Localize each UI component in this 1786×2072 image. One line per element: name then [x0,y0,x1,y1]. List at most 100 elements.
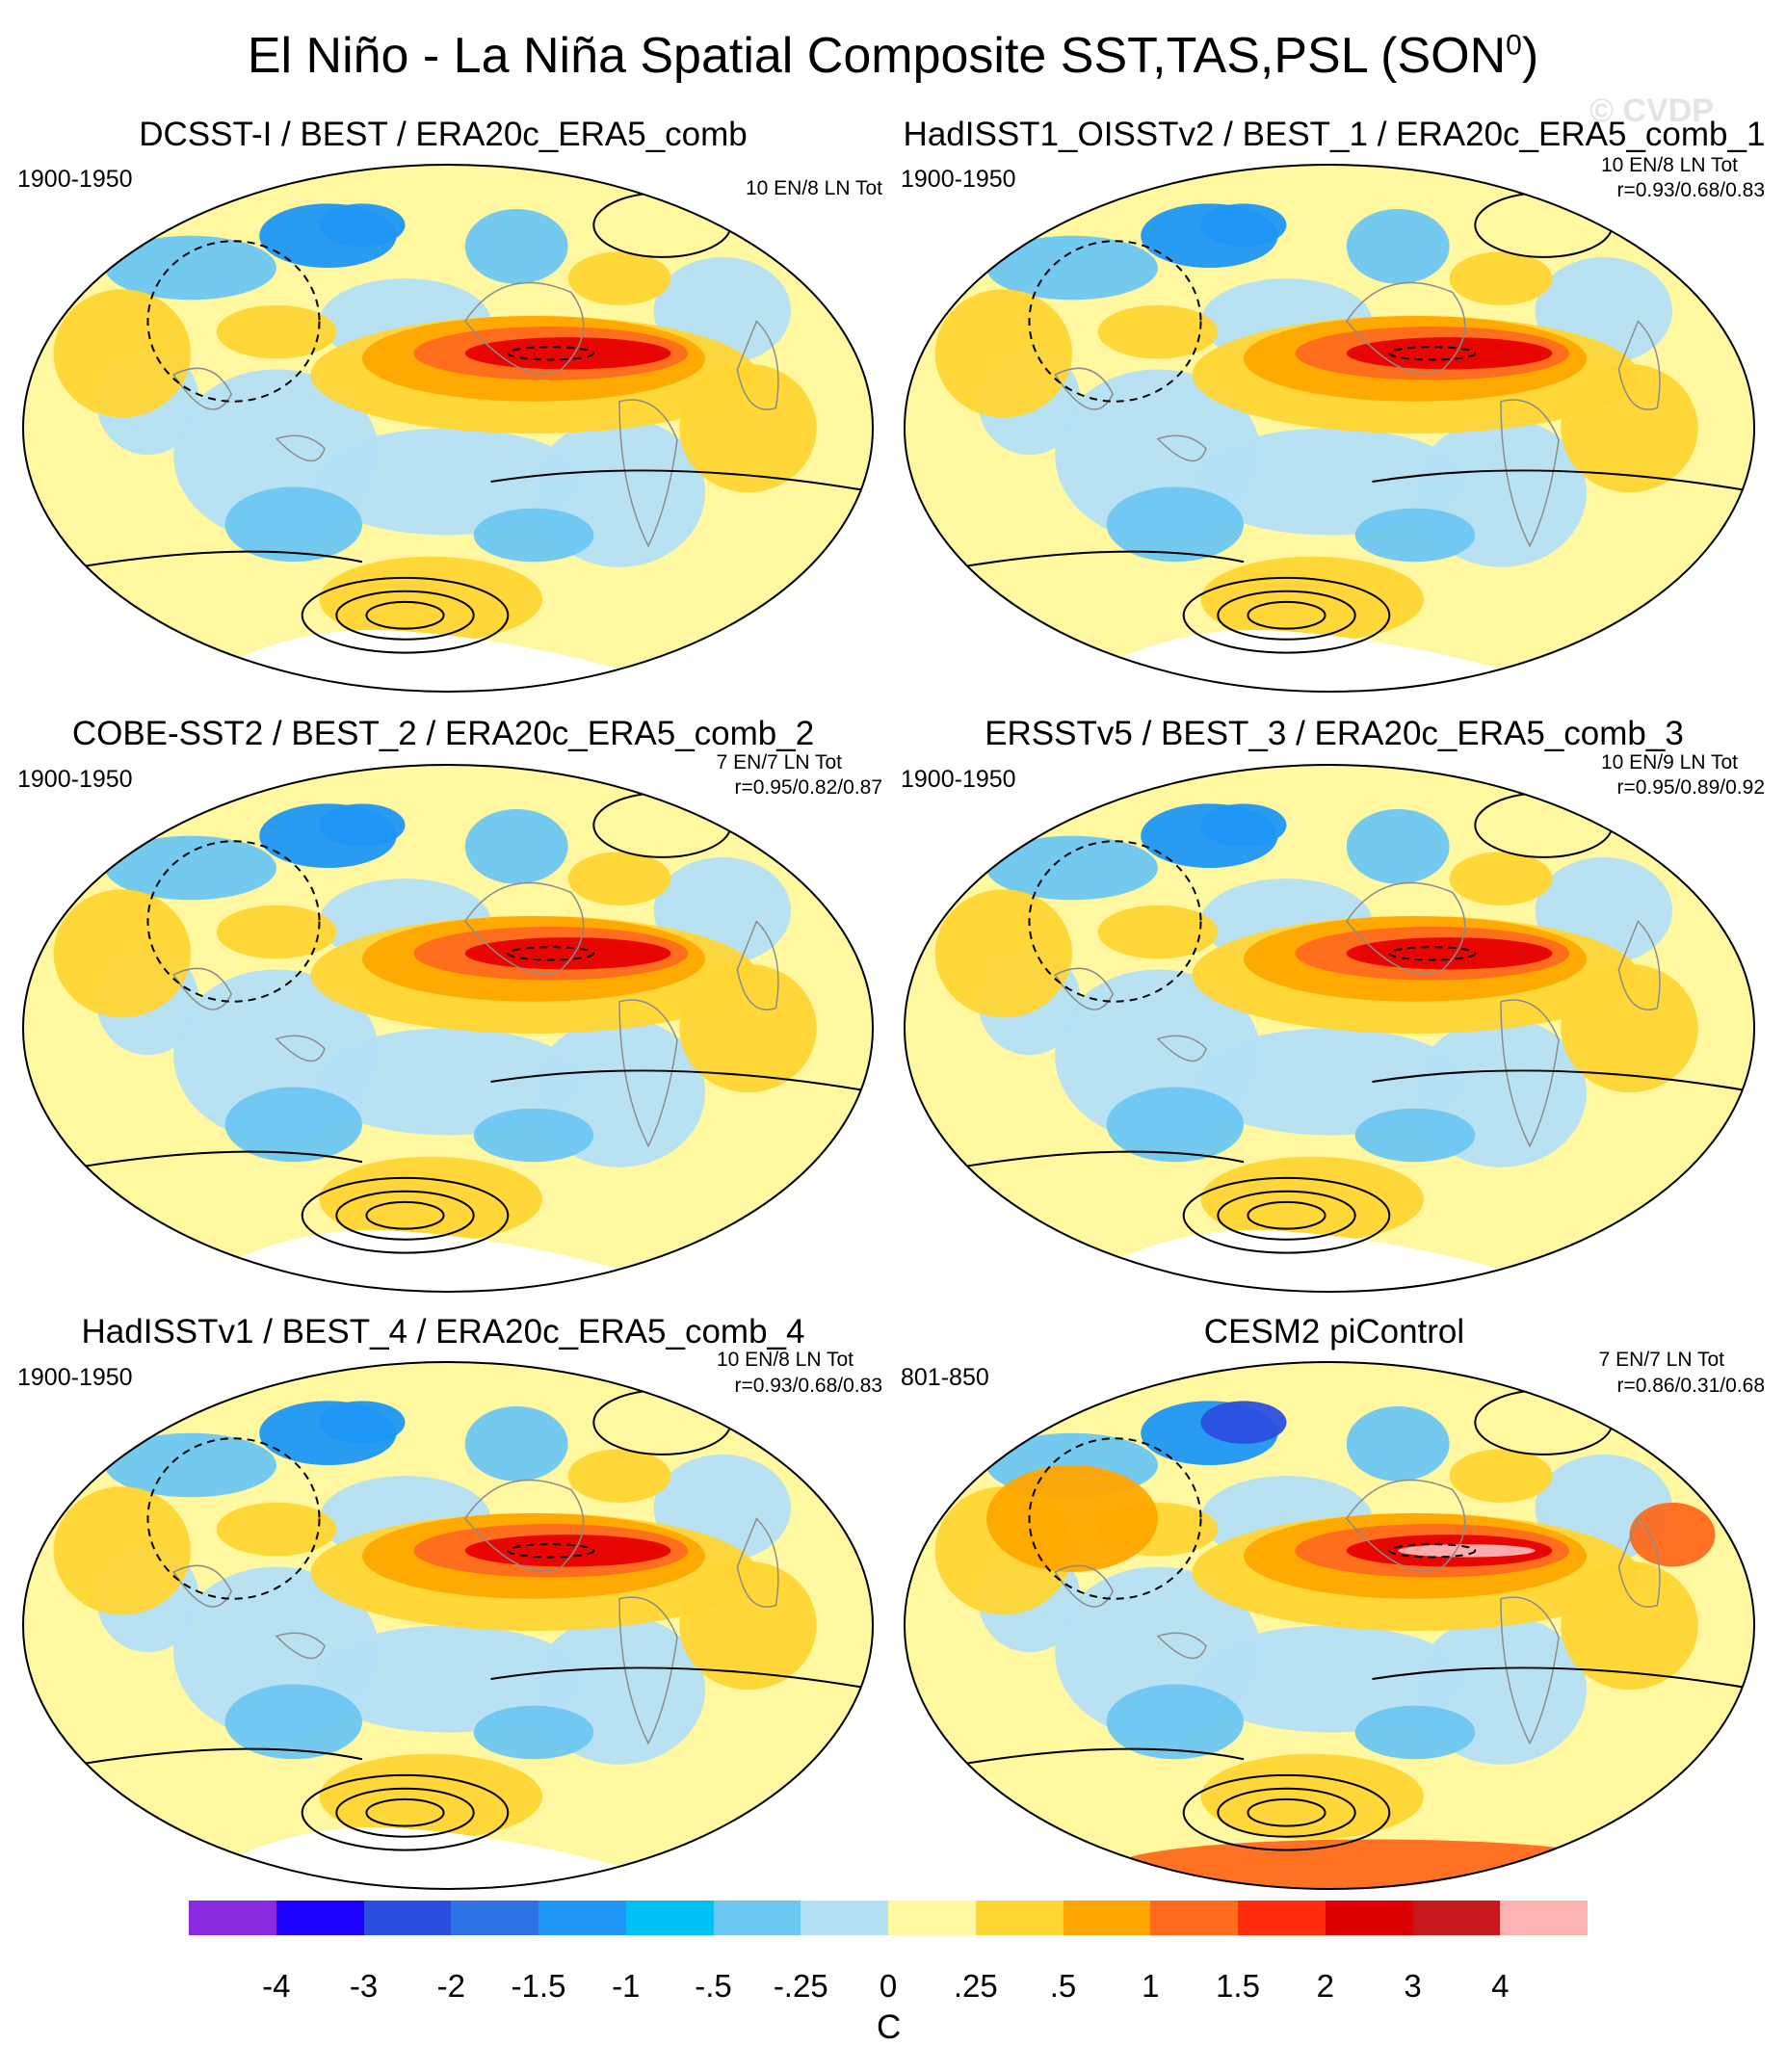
psl-contour [490,1069,873,1094]
coastline [736,920,779,1010]
colorbar-box [888,1901,976,1935]
coastline [1345,1479,1466,1572]
coastline [1156,434,1207,462]
map-field [905,765,1754,1292]
psl-contour [1372,469,1754,494]
anomaly-patch [1106,486,1244,563]
anomaly-patch [319,1156,542,1243]
psl-contour [1217,590,1356,641]
anomaly-patch [1192,1625,1467,1733]
colorbar-box [1325,1901,1413,1935]
coastline [1617,1517,1661,1608]
psl-contour [335,1190,475,1241]
coastline [1054,967,1115,1010]
colorbar-box [451,1901,538,1935]
colorbar-box [538,1901,626,1935]
panel-title: ERSSTv5 / BEST_3 / ERA20c_ERA5_comb_3 [985,715,1684,752]
colorbar-box [1412,1901,1501,1935]
colorbar-tick-label: 2 [1316,1968,1334,2004]
colorbar-box [975,1901,1064,1935]
anomaly-patch [1354,508,1476,563]
colorbar-tick-label: -1.5 [511,1968,566,2004]
psl-contour [507,946,595,961]
panel-count: 7 EN/7 LN Tot [716,751,842,774]
colorbar-tick-label: -.25 [773,1968,828,2004]
panel-period: 1900-1950 [17,166,133,193]
colorbar-tick-label: .5 [1049,1968,1077,2004]
colorbar-tick-label: 1.5 [1216,1968,1260,2004]
psl-contour [335,590,475,641]
anomaly-patch [1346,337,1553,370]
colorbar-unit: C [877,2008,902,2046]
panel-title: CESM2 piControl [1203,1313,1465,1351]
anomaly-patch [986,1465,1158,1572]
panel-period: 1900-1950 [17,1364,133,1391]
panel-stats: r=0.86/0.31/0.68 [1616,1375,1765,1397]
anomaly-patch [310,1028,586,1136]
map-border [904,764,1755,1293]
panel-period: 1900-1950 [901,766,1016,793]
panel-period: 1900-1950 [17,766,133,793]
anomaly-patch [1354,1108,1476,1163]
panel-title: DCSST-I / BEST / ERA20c_ERA5_comb [139,116,748,153]
map-panel [904,764,1755,1293]
coastline [1345,881,1466,975]
coastline [1617,320,1661,410]
anomaly-patch [1346,808,1450,884]
anomaly-patch [224,1087,362,1163]
figure-title: El Niño - La Niña Spatial Composite SST,… [0,27,1786,85]
psl-contour [1372,1069,1754,1094]
anomaly-patch [53,289,191,418]
psl-contour [1388,1543,1477,1559]
anomaly-patch [1346,208,1450,284]
psl-contour [365,600,445,630]
anomaly-patch [567,251,671,305]
anomaly-patch [473,1108,594,1163]
psl-contour [490,469,873,494]
anomaly-patch [216,905,337,959]
colorbar-box [1150,1901,1238,1935]
anomaly-patch [1346,1405,1450,1482]
anomaly-patch [1200,1156,1424,1243]
colorbar-box [713,1901,801,1935]
panel-title: HadISST1_OISSTv2 / BEST_1 / ERA20c_ERA5_… [903,116,1766,153]
colorbar-tick-label: -4 [262,1968,291,2004]
psl-contour [1217,1190,1356,1241]
coastline [463,1479,585,1572]
anomaly-patch [319,203,406,247]
coastline [275,1035,326,1062]
coastline [1156,1035,1207,1062]
panel-count: 10 EN/8 LN Tot [745,177,882,199]
anomaly-patch [1097,905,1219,959]
psl-contour [1247,1200,1326,1230]
psl-contour [1247,600,1326,630]
colorbar-tick-label: -3 [349,1968,379,2004]
anomaly-patch [1200,1401,1287,1444]
anomaly-patch [319,1401,406,1444]
psl-contour [301,1176,510,1254]
anomaly-patch [1449,1449,1553,1503]
map-panel [22,164,874,693]
psl-contour [1247,1797,1326,1827]
coastline [1054,367,1115,410]
colorbar-tick-label: -.5 [695,1968,732,2004]
psl-contour [1028,840,1202,1003]
colorbar-box [363,1901,452,1935]
anomaly-patch [473,508,594,563]
anomaly-patch [567,1449,671,1503]
anomaly-patch [464,1405,568,1482]
map-field [23,1362,873,1889]
psl-contour [301,1773,510,1851]
anomaly-patch [1354,1705,1476,1760]
coastline [463,281,585,375]
anomaly-patch [224,1684,362,1760]
psl-contour [146,1437,321,1600]
anomaly-patch [105,235,276,301]
anomaly-patch [1106,1684,1244,1760]
colorbar-tick-label: .25 [953,1968,998,2004]
psl-contour [1182,1176,1391,1254]
map-panel [22,1361,874,1890]
coastline [1345,281,1466,375]
psl-contour [146,240,321,403]
panel-count: 10 EN/9 LN Tot [1600,751,1738,774]
